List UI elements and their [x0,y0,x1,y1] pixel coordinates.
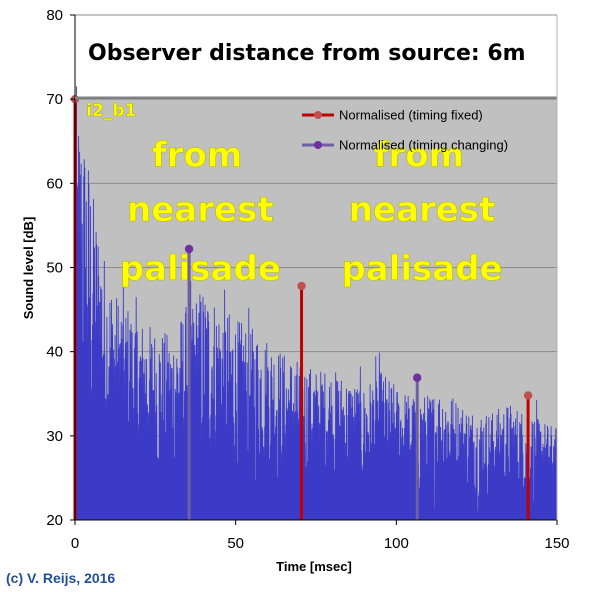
annotation-label: i2_b1 [86,101,136,121]
legend-marker-1 [314,141,322,149]
x-tick-label: 100 [384,535,409,552]
copyright-credit: (c) V. Reijs, 2016 [6,570,115,586]
x-tick-label: 0 [71,535,79,552]
y-tick-label: 20 [46,512,63,529]
legend-label-0: Normalised (timing fixed) [339,108,483,123]
series-1-point [413,373,422,382]
y-tick-label: 50 [46,260,63,277]
x-tick-label: 150 [544,535,569,552]
y-tick-label: 30 [46,428,63,445]
annotation-label: from [374,136,464,176]
x-axis-title: Time [msec] [276,559,352,574]
chart-title: Observer distance from source: 6m [88,41,526,66]
series-0-point [297,281,306,291]
annotations: from nearest palisade from nearest palisade i2… [86,101,503,290]
y-axis-title: Sound level [dB] [21,217,36,320]
annotation-label: nearest [127,190,274,230]
y-tick-label: 60 [46,175,63,192]
series-0-point [523,391,533,400]
legend-label-1: Normalised (timing changing) [339,138,508,153]
legend: Normalised (timing fixed) Normalised (tim… [302,108,508,153]
y-tick-label: 80 [46,7,63,24]
annotation-label: nearest [349,190,496,230]
annotation-label: from [152,136,242,176]
legend-marker-0 [314,111,322,119]
y-tick-label: 40 [46,344,63,361]
annotation-label: palisade [120,249,281,289]
series-1-point [184,244,194,254]
y-tick-label: 70 [46,91,63,108]
annotation-label: palisade [341,249,502,289]
x-tick-label: 50 [227,535,244,552]
tick-labels: 20 30 40 50 60 70 80 0 50 100 150 [46,7,569,552]
